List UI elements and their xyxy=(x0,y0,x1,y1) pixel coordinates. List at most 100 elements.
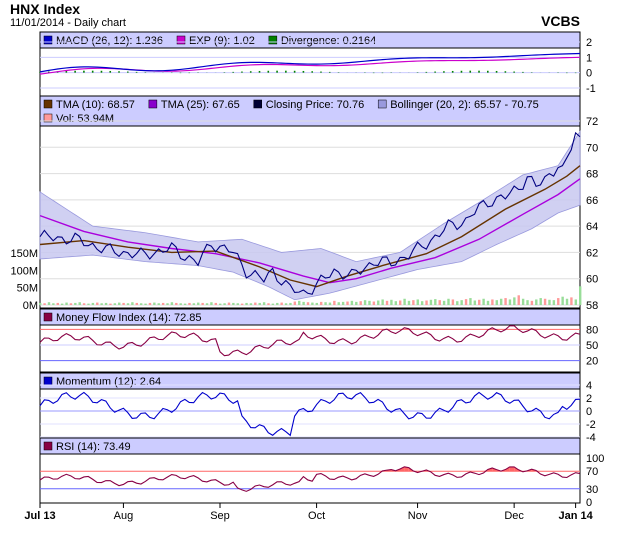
volume-bar xyxy=(473,300,477,305)
price-legend-label-3: Bollinger (20, 2): 65.57 - 70.75 xyxy=(390,99,539,111)
volume-bar xyxy=(552,300,556,305)
volume-bar xyxy=(442,300,446,305)
macd-legend-swatch-2 xyxy=(268,35,278,45)
volume-bar xyxy=(262,302,266,305)
volume-bar xyxy=(153,302,156,305)
volume-bar xyxy=(526,300,529,305)
price-tick-5: 62 xyxy=(586,247,598,259)
volume-tick-1: 100M xyxy=(10,265,38,277)
volume-bar xyxy=(346,301,349,305)
mfi-tick-1: 50 xyxy=(586,340,598,352)
volume-bar xyxy=(96,302,99,305)
volume-bar xyxy=(486,300,490,305)
price-legend-label-2: Closing Price: 70.76 xyxy=(266,99,364,111)
rsi-legend-label-0: RSI (14): 73.49 xyxy=(56,441,131,453)
momentum-legend-label-0: Momentum (12): 2.64 xyxy=(56,376,161,388)
volume-bar xyxy=(328,302,332,305)
mfi-tick-0: 80 xyxy=(586,324,598,336)
volume-bar xyxy=(276,302,279,305)
volume-bar xyxy=(271,303,275,305)
volume-bar xyxy=(210,302,213,305)
momentum-tick-4: -4 xyxy=(586,432,596,444)
tma10-line xyxy=(39,165,581,288)
volume-bar xyxy=(131,302,134,305)
macd-legend-label-2: Divergence: 0.2164 xyxy=(281,35,376,47)
price-legend-swatch-4 xyxy=(43,113,53,123)
volume-bar xyxy=(249,303,253,305)
momentum-tick-3: -2 xyxy=(586,419,596,431)
volume-bar xyxy=(82,303,86,305)
volume-bar xyxy=(324,302,327,305)
volume-bar xyxy=(60,303,64,305)
volume-bar xyxy=(499,298,503,305)
volume-bar xyxy=(175,302,178,305)
volume-bar xyxy=(69,303,73,305)
momentum-tick-2: 0 xyxy=(586,406,592,418)
chart-title: HNX Index xyxy=(10,1,81,17)
closing-price-line xyxy=(39,131,581,295)
volume-bar xyxy=(284,303,288,305)
x-tick-label-0: Jul 13 xyxy=(24,510,55,522)
volume-bar xyxy=(521,298,525,305)
volume-bar xyxy=(122,302,125,305)
volume-bar xyxy=(363,300,367,305)
volume-bar xyxy=(219,303,222,305)
volume-bar xyxy=(258,302,261,305)
volume-bar xyxy=(416,299,419,305)
x-tick-label-2: Sep xyxy=(210,510,230,522)
volume-bar xyxy=(56,302,59,305)
price-tick-6: 60 xyxy=(586,274,598,286)
rsi-overbought-fill xyxy=(509,466,515,472)
volume-bar xyxy=(78,302,81,305)
momentum-line xyxy=(39,391,581,437)
volume-bar xyxy=(513,297,516,305)
price-legend-label-4: Vol: 53.94M xyxy=(56,113,114,125)
volume-bar xyxy=(456,301,459,305)
price-tick-2: 68 xyxy=(586,169,598,181)
price-legend-swatch-3 xyxy=(377,99,387,109)
volume-bar xyxy=(245,302,248,305)
macd-tick-0: 2 xyxy=(586,37,592,49)
volume-bar xyxy=(126,303,130,305)
volume-bar xyxy=(377,300,380,305)
volume-bar xyxy=(403,298,406,305)
volume-bar xyxy=(407,300,411,305)
volume-bar xyxy=(429,299,433,305)
volume-bar xyxy=(341,301,345,305)
volume-bar xyxy=(535,299,538,305)
momentum-tick-1: 2 xyxy=(586,393,592,405)
volume-bar xyxy=(74,302,77,305)
mfi-tick-2: 20 xyxy=(586,356,598,368)
volume-bar xyxy=(574,299,578,305)
volume-bar xyxy=(319,301,323,305)
brand-label: VCBS xyxy=(541,13,580,29)
volume-bar xyxy=(504,298,507,305)
volume-bar xyxy=(214,302,218,305)
volume-bar xyxy=(381,299,384,305)
volume-bar xyxy=(315,302,318,305)
volume-bar xyxy=(87,303,90,305)
volume-bar xyxy=(100,303,103,305)
volume-bar xyxy=(43,303,46,305)
x-tick-label-6: Jan 14 xyxy=(558,510,593,522)
volume-bar xyxy=(420,301,424,305)
volume-bar xyxy=(385,300,389,305)
volume-bar xyxy=(579,286,582,305)
price-tick-0: 72 xyxy=(586,116,598,128)
volume-bar xyxy=(289,302,292,305)
volume-bar xyxy=(350,300,354,305)
volume-bar xyxy=(306,302,310,305)
volume-bar xyxy=(543,298,547,305)
volume-bar xyxy=(52,303,55,305)
mfi-line xyxy=(39,325,581,357)
x-tick-label-1: Aug xyxy=(114,510,134,522)
rsi-tick-2: 30 xyxy=(586,484,598,496)
volume-bar xyxy=(161,302,165,305)
volume-bar xyxy=(412,300,415,305)
volume-bar xyxy=(517,295,520,305)
volume-bar xyxy=(333,300,336,305)
volume-tick-2: 50M xyxy=(17,283,38,295)
volume-tick-0: 150M xyxy=(10,248,38,260)
volume-bar xyxy=(359,301,362,305)
